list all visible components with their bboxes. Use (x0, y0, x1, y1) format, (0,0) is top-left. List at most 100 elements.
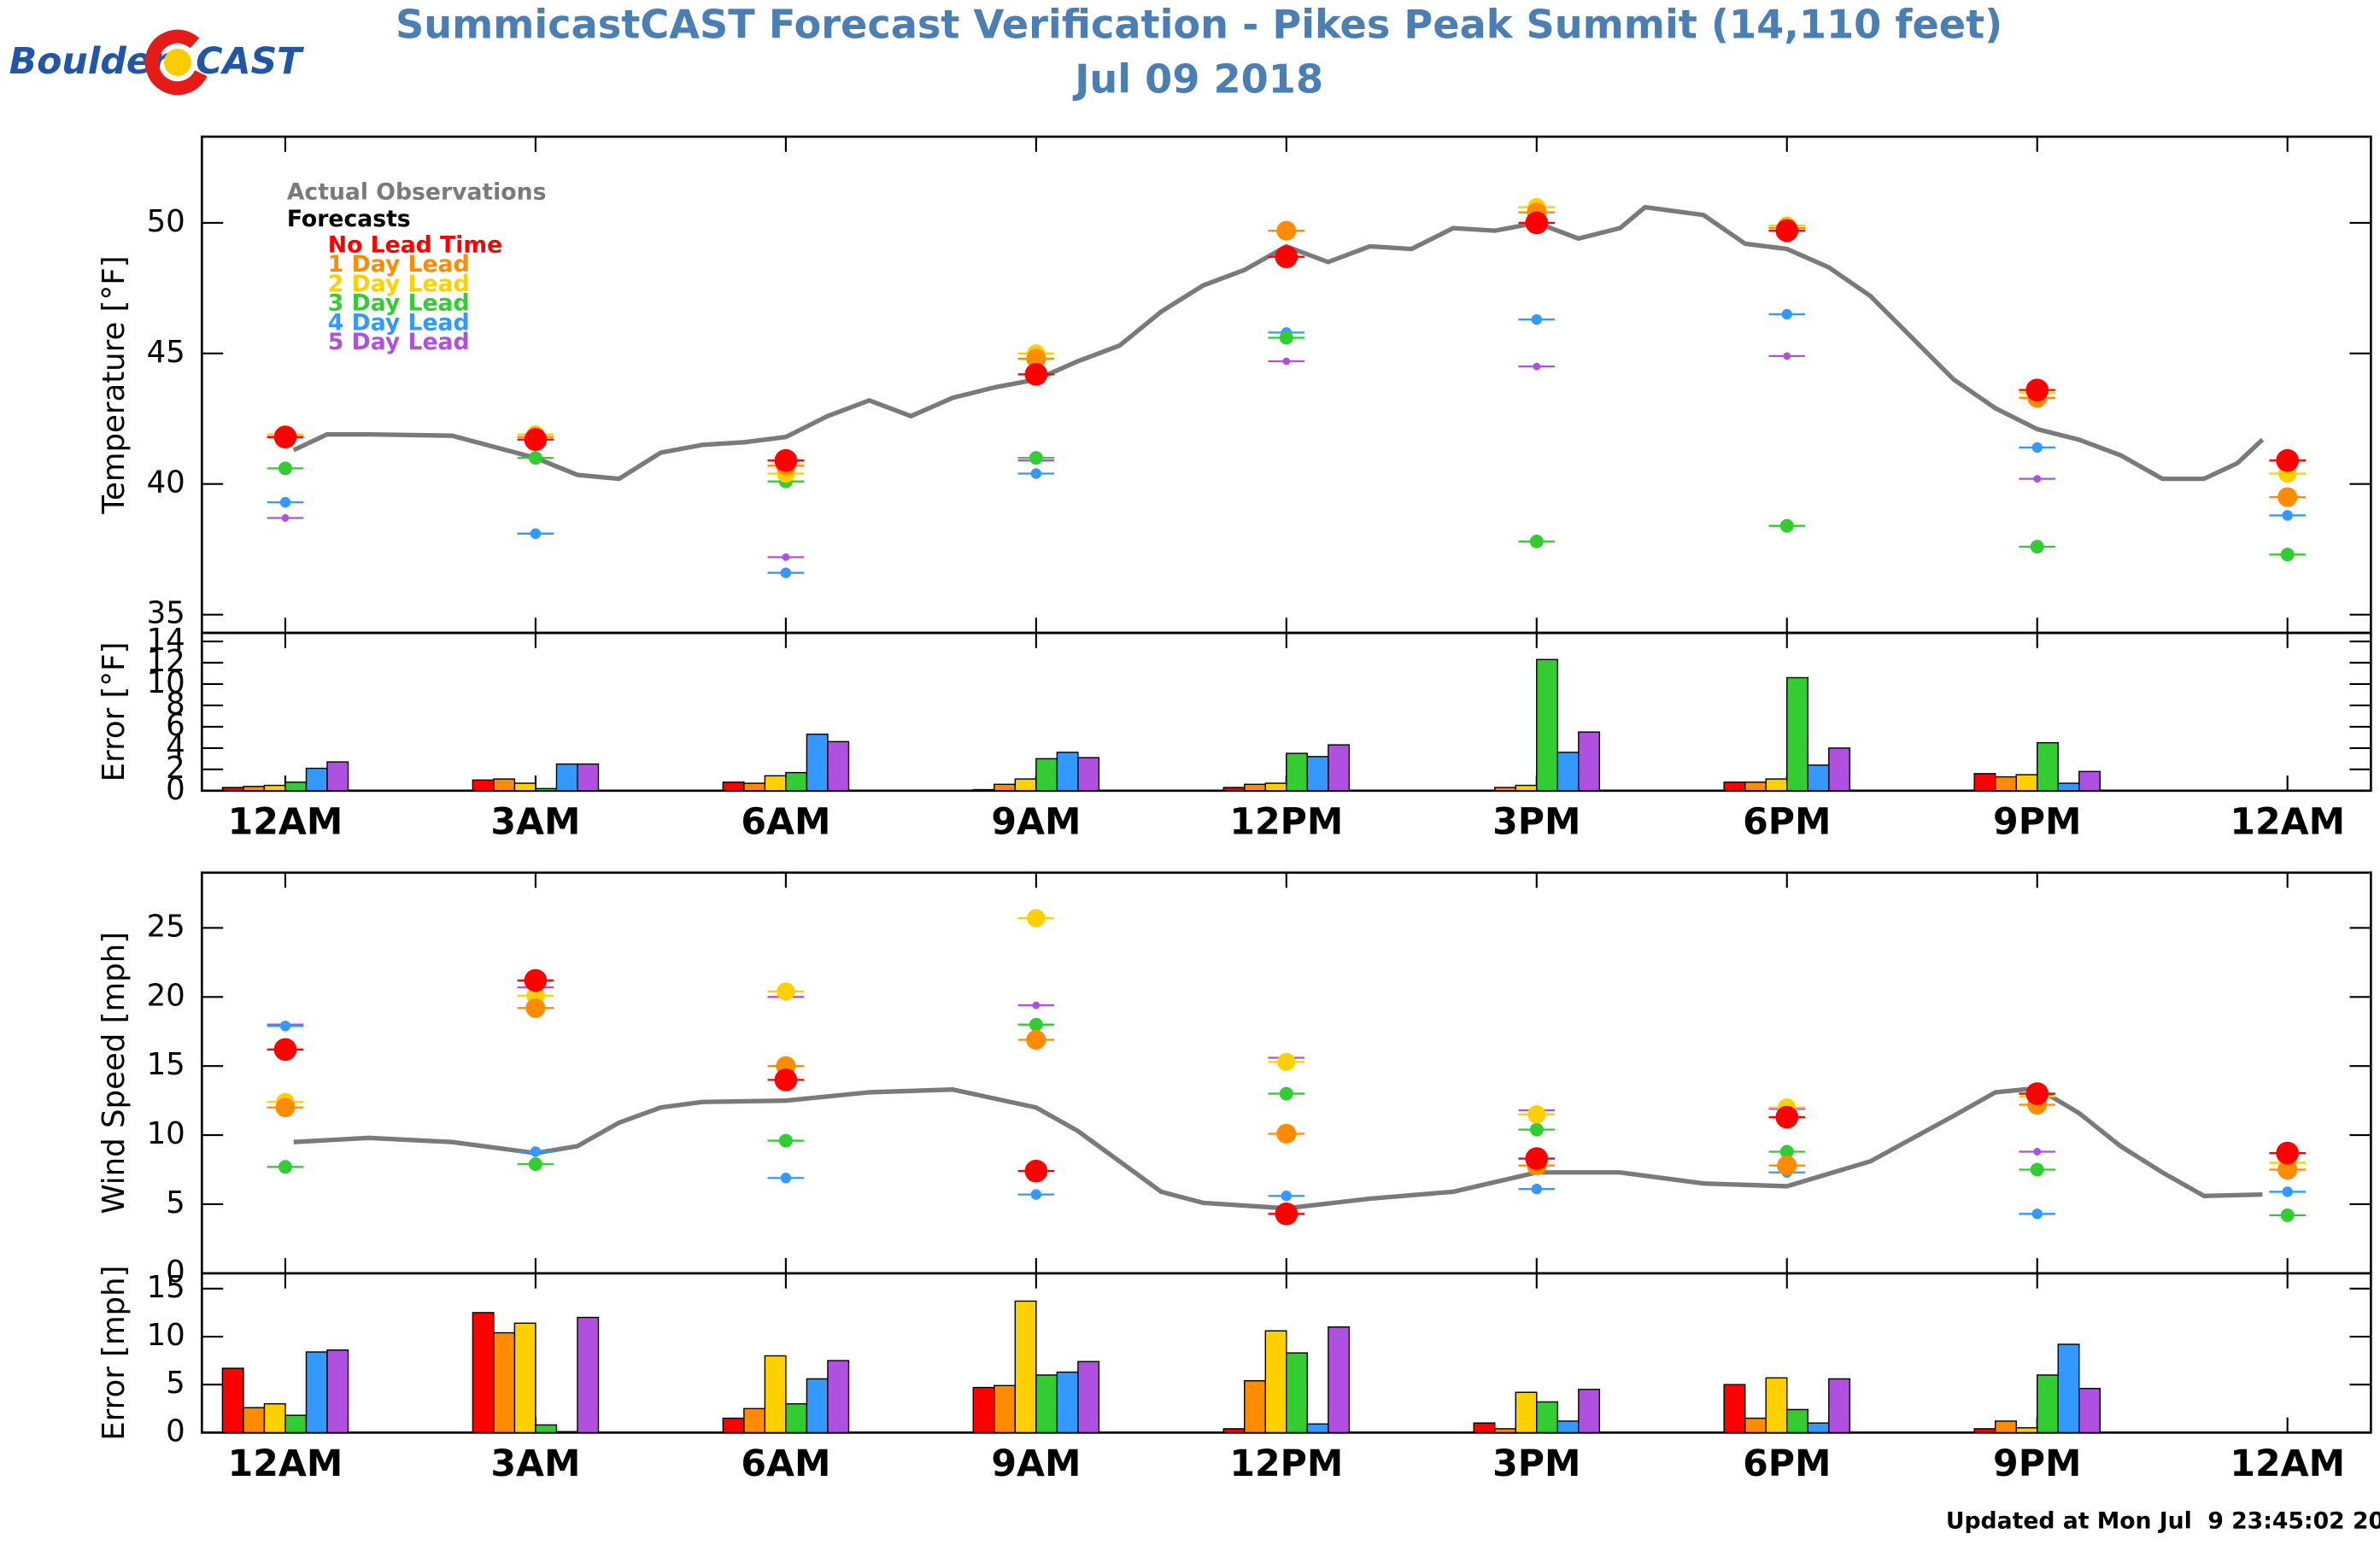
forecast-point (281, 514, 290, 522)
y-axis-label: Wind Speed [mph] (97, 932, 132, 1214)
forecast-point (2276, 448, 2300, 472)
forecast-point (1533, 362, 1541, 371)
forecast-point (1024, 362, 1048, 386)
y-tick-label: 10 (147, 665, 185, 700)
y-tick-label: 15 (147, 1047, 185, 1082)
forecast-point (774, 1068, 798, 1091)
error-bar (1035, 1374, 1058, 1434)
error-bar (806, 1378, 829, 1434)
error-bar (493, 1331, 516, 1434)
error-bar (2057, 1343, 2080, 1434)
forecast-point (1779, 1144, 1794, 1159)
error-bar (243, 786, 266, 792)
forecast-point (1279, 331, 1293, 345)
forecast-point (2277, 1159, 2298, 1180)
forecast-point (1531, 313, 1543, 325)
y-tick-label: 10 (147, 1116, 185, 1151)
error-bar (1306, 1423, 1329, 1434)
error-bar (1578, 731, 1601, 792)
legend-title: Forecasts (287, 206, 411, 232)
legend-entry: Actual Observations (287, 178, 547, 205)
error-bar (1244, 1380, 1267, 1434)
forecast-point (2282, 1186, 2293, 1197)
error-bar (1765, 1377, 1788, 1434)
forecast-point (279, 1021, 291, 1032)
error-bar (994, 783, 1017, 792)
y-tick-label: 12 (147, 644, 185, 679)
forecast-point (530, 1146, 542, 1157)
forecast-point (2031, 1208, 2043, 1220)
error-bar (743, 1407, 766, 1434)
forecast-point (2282, 510, 2293, 521)
forecast-point (1029, 451, 1043, 465)
error-bar (2037, 1374, 2059, 1434)
forecast-point (2030, 1162, 2044, 1177)
x-tick-label: 12AM (228, 1443, 343, 1485)
forecast-point (1781, 308, 1792, 320)
error-bar (1828, 747, 1851, 792)
error-bar (1473, 1422, 1496, 1434)
x-tick-label: 6PM (1743, 800, 1831, 843)
error-bar (1556, 1420, 1580, 1434)
error-bar (1494, 787, 1516, 792)
error-bar (493, 778, 516, 792)
y-tick-label: 10 (147, 1318, 185, 1353)
error-bar (1723, 781, 1746, 792)
error-bar (513, 782, 536, 792)
y-tick-label: 2 (166, 751, 185, 786)
error-bar (1014, 1300, 1037, 1434)
forecast-point (1529, 535, 1544, 549)
error-bar (1264, 782, 1287, 792)
legend-entry: No Lead Time (328, 231, 502, 258)
forecast-point (2276, 1141, 2300, 1165)
x-tick-label: 12PM (1229, 800, 1343, 843)
forecast-point (1030, 1189, 1042, 1200)
error-bar (326, 761, 349, 792)
error-bar (284, 781, 308, 792)
error-bar (1723, 1384, 1746, 1434)
forecast-point (1783, 352, 1791, 360)
error-bar (827, 740, 850, 792)
error-bar (1973, 773, 1996, 792)
error-bar (1536, 1401, 1559, 1434)
forecast-point (782, 553, 790, 561)
x-tick-label: 3PM (1492, 800, 1580, 843)
y-tick-label: 35 (147, 596, 185, 631)
forecast-point (1030, 468, 1042, 479)
forecast-point (774, 448, 798, 472)
error-bar (577, 763, 600, 792)
forecast-point (2277, 487, 2298, 507)
forecast-point (273, 425, 297, 449)
y-tick-label: 0 (166, 1255, 185, 1290)
error-bar (1536, 658, 1559, 792)
forecast-point (1275, 1202, 1298, 1226)
x-tick-label: 12AM (2230, 800, 2345, 843)
x-tick-label: 6PM (1743, 1443, 1831, 1485)
error-bar (2057, 782, 2080, 792)
forecast-point (530, 528, 542, 540)
y-tick-label: 40 (147, 465, 185, 500)
footer: Updated at Mon Jul 9 23:45:02 2018 (1946, 1508, 2380, 1535)
error-bar (472, 1312, 495, 1434)
error-bar (1994, 1420, 2017, 1434)
y-tick-label: 4 (166, 729, 185, 764)
error-bar (1222, 1428, 1246, 1434)
x-tick-label: 6AM (741, 1443, 830, 1485)
error-bar (1014, 778, 1037, 792)
legend-entry: 1 Day Lead (328, 251, 470, 278)
forecast-point (1275, 245, 1298, 269)
x-tick-label: 9AM (991, 800, 1081, 843)
logo-left: Boulder (9, 40, 172, 83)
y-tick-label: 50 (147, 204, 185, 239)
error-bar (1222, 787, 1246, 792)
forecast-point (2030, 540, 2044, 554)
error-bar (1994, 775, 2017, 792)
forecast-point (1279, 1086, 1293, 1101)
x-tick-label: 3AM (490, 1443, 580, 1485)
error-bar (1786, 676, 1808, 792)
subtitle: Jul 09 2018 (1072, 56, 1323, 102)
forecast-point (2025, 1082, 2049, 1105)
error-bar (2015, 1427, 2038, 1434)
forecast-point (778, 1133, 793, 1148)
